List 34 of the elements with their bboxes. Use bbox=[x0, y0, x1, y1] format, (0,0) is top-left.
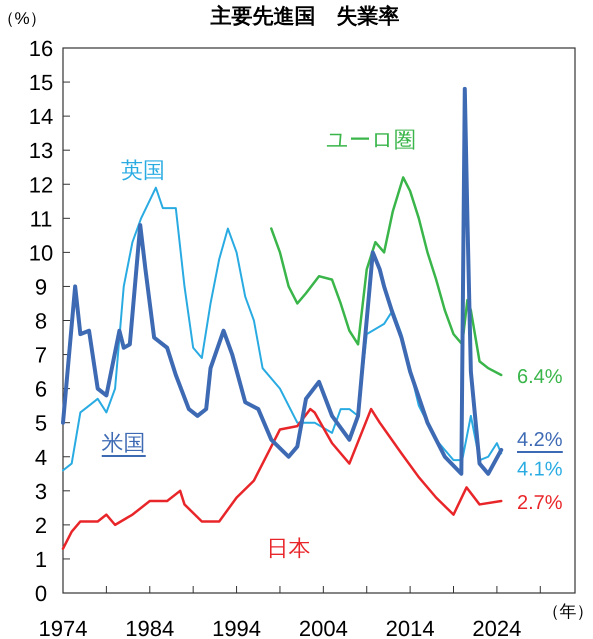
series-name: 日本 bbox=[266, 536, 311, 561]
ytick: 10 bbox=[28, 240, 54, 266]
series-name: 米国 bbox=[102, 430, 146, 455]
ytick: 7 bbox=[34, 342, 48, 368]
ytick: 8 bbox=[34, 308, 48, 334]
xtick: 2014 bbox=[386, 616, 435, 639]
ytick: 16 bbox=[28, 36, 54, 61]
ytick: 1 bbox=[34, 546, 48, 572]
xlabel: （年） bbox=[542, 602, 593, 621]
xtick: 1994 bbox=[212, 616, 262, 639]
value-label: 2.7% bbox=[517, 492, 563, 514]
ytick: 5 bbox=[34, 410, 48, 436]
ytick: 13 bbox=[28, 138, 54, 164]
series-name: 英国 bbox=[120, 157, 165, 182]
xtick: 2024 bbox=[472, 616, 522, 639]
value-label: 4.2% bbox=[517, 428, 563, 451]
ytick: 4 bbox=[34, 444, 48, 470]
ytick: 15 bbox=[28, 70, 54, 96]
ytick: 2 bbox=[34, 512, 48, 538]
series-name: ユーロ圏 bbox=[326, 126, 416, 152]
ytick: 6 bbox=[34, 376, 48, 402]
value-label: 4.1% bbox=[517, 458, 563, 480]
ytick: 14 bbox=[28, 104, 54, 130]
ytick: 0 bbox=[34, 581, 48, 606]
ytick: 12 bbox=[28, 172, 54, 198]
xtick: 2004 bbox=[298, 616, 348, 639]
xtick: 1984 bbox=[125, 616, 174, 639]
title: 主要先進国 失業率 bbox=[210, 5, 400, 28]
ytick: 11 bbox=[30, 206, 52, 232]
ytick: 3 bbox=[34, 478, 48, 504]
value-label: 6.4% bbox=[517, 366, 563, 388]
ytick: 9 bbox=[34, 274, 48, 300]
ylabel: （%） bbox=[0, 9, 47, 28]
xtick: 1974 bbox=[38, 616, 88, 639]
